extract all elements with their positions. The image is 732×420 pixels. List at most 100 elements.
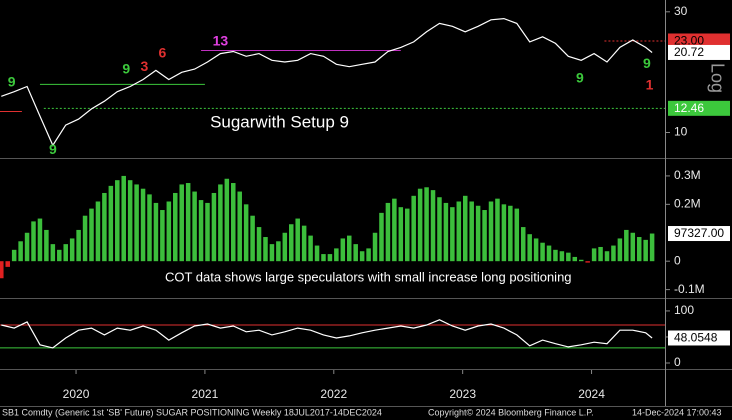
cot-bar xyxy=(334,248,339,262)
cot-bar xyxy=(166,201,172,262)
cot-bar xyxy=(488,201,494,262)
cot-bar xyxy=(643,239,648,262)
cot-bar xyxy=(546,245,552,262)
cot-bar xyxy=(649,233,655,262)
cot-bar xyxy=(424,187,429,262)
cot-bar xyxy=(469,201,474,262)
cot-bar xyxy=(37,218,43,262)
cot-bar xyxy=(495,198,500,262)
cot-bar xyxy=(63,244,68,262)
setup-count: 6 xyxy=(158,44,166,60)
cot-bar xyxy=(437,197,442,262)
cot-bar xyxy=(24,232,30,262)
cot-bar xyxy=(69,238,75,262)
setup-count: 1 xyxy=(646,76,654,92)
cot-bar xyxy=(359,251,365,262)
cot-bar xyxy=(231,183,236,262)
setup-count: 13 xyxy=(213,33,229,49)
cot-bar xyxy=(482,210,487,262)
footer-center: Copyright© 2024 Bloomberg Finance L.P. xyxy=(428,407,594,417)
cot-bar xyxy=(301,225,307,262)
cot-bar xyxy=(95,201,101,262)
cot-bar xyxy=(121,175,126,262)
cot-bar xyxy=(263,237,268,262)
cot-bar xyxy=(82,215,88,262)
cot-bar xyxy=(31,221,36,262)
cot-bar xyxy=(527,234,532,262)
x-tick-label: 2020 xyxy=(63,387,90,401)
cot-bar xyxy=(243,204,249,262)
cot-bar xyxy=(508,205,513,262)
cot-bar xyxy=(250,215,255,262)
setup-count: 9 xyxy=(643,55,651,71)
value-box xyxy=(668,100,730,116)
value-box xyxy=(668,33,730,49)
cot-bar xyxy=(314,245,320,262)
cot-bar xyxy=(533,238,539,262)
cot-bar xyxy=(327,254,333,262)
cot-bar xyxy=(636,237,642,262)
cot-bar xyxy=(585,261,590,263)
cot-bar xyxy=(224,178,230,262)
cot-bar xyxy=(398,207,404,262)
cot-bar xyxy=(76,229,81,262)
cot-bar xyxy=(411,195,416,262)
cot-bar xyxy=(256,227,262,262)
cot-bar xyxy=(372,232,378,262)
cot-bar xyxy=(134,184,139,262)
price-line xyxy=(1,319,653,349)
cot-bar xyxy=(417,188,423,262)
cot-bar xyxy=(11,249,17,262)
cot-bar xyxy=(115,180,120,262)
cot-bar xyxy=(160,210,165,262)
cot-bar xyxy=(237,191,242,262)
cot-bar xyxy=(340,238,346,262)
cot-bar xyxy=(366,248,371,262)
cot-bar xyxy=(127,180,133,262)
value-box-label: 97327.00 xyxy=(674,226,724,240)
cot-bar xyxy=(379,212,384,262)
cot-bar xyxy=(430,190,436,262)
cot-bar xyxy=(630,232,636,262)
setup-count: 9 xyxy=(576,70,584,86)
cot-bar xyxy=(295,218,300,262)
x-tick-label: 2021 xyxy=(192,387,219,401)
cot-bar xyxy=(462,195,468,262)
cot-bar xyxy=(289,224,294,262)
cot-bar xyxy=(282,232,288,262)
cot-bar xyxy=(353,244,358,262)
cot-bar xyxy=(57,249,62,262)
cot-bar xyxy=(591,248,597,262)
cot-bar xyxy=(553,249,558,262)
cot-bar xyxy=(404,208,410,262)
cot-bar xyxy=(153,202,159,262)
cot-bar xyxy=(520,227,526,262)
cot-bar xyxy=(173,192,178,262)
cot-bar xyxy=(514,208,520,262)
y-tick-label: 0 xyxy=(674,253,681,267)
setup-count: 9 xyxy=(8,74,16,90)
cot-bar xyxy=(179,184,184,262)
cot-bar xyxy=(578,259,584,262)
value-box-label: 12.46 xyxy=(674,101,704,115)
value-box xyxy=(668,330,730,346)
y-tick-label: 0.2M xyxy=(674,197,701,211)
cot-bar xyxy=(475,205,481,262)
cot-bar xyxy=(18,241,23,262)
cot-bar xyxy=(198,200,204,262)
x-tick-label: 2023 xyxy=(449,387,476,401)
cot-bar xyxy=(50,244,56,262)
cot-bar xyxy=(598,246,603,262)
cot-bar xyxy=(624,229,629,262)
cot-bar xyxy=(385,202,391,262)
cot-bar xyxy=(321,254,326,262)
cot-bar xyxy=(185,183,191,262)
x-tick-label: 2022 xyxy=(320,387,347,401)
y-tick-label: 10 xyxy=(674,125,688,139)
cot-bar xyxy=(5,261,10,267)
scale-label: Log xyxy=(707,63,727,93)
value-box-label: 23.00 xyxy=(674,34,704,48)
cot-bar xyxy=(0,261,4,279)
value-box-label: 48.0548 xyxy=(674,331,718,345)
